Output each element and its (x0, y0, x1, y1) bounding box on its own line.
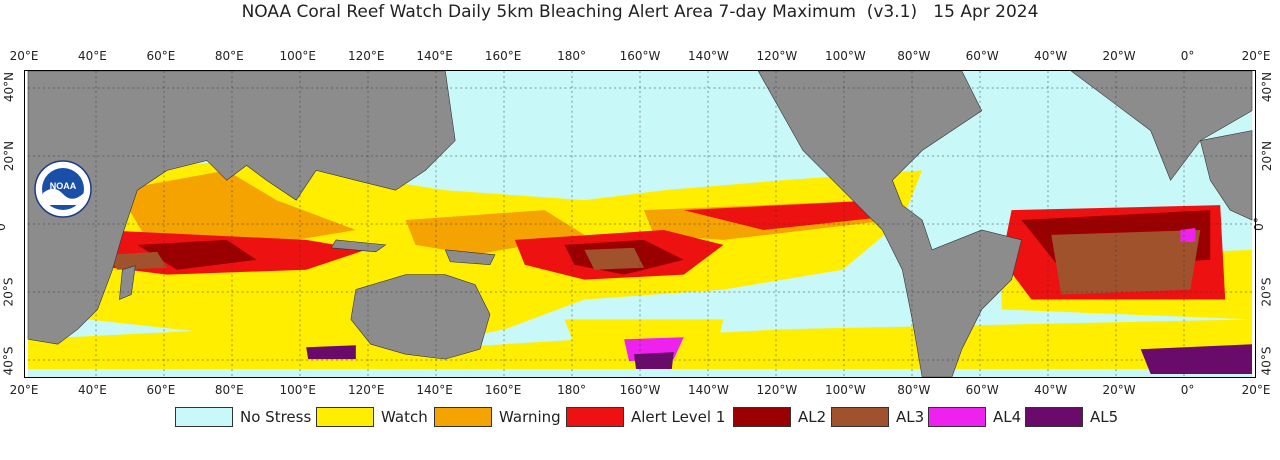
land-masses (27, 71, 1253, 377)
lat-right-tick-label: 20°N (1260, 140, 1275, 171)
lon-bottom-tick-label: 0° (1180, 383, 1195, 397)
al3-areas (107, 229, 1201, 295)
graticule (27, 71, 1252, 377)
al5-areas (306, 344, 1252, 375)
legend-swatch (928, 407, 986, 427)
lon-bottom-tick-label: 40°E (78, 383, 107, 397)
legend-label: AL5 (1090, 408, 1119, 426)
lon-top-tick-label: 100°W (824, 49, 866, 63)
lon-top-tick-label: 120°W (756, 49, 798, 63)
legend-item: No Stress (175, 406, 311, 428)
lon-top-tick-label: 20°E (9, 49, 39, 63)
lat-left-tick-label: 0° (0, 217, 8, 231)
legend-item: Warning (434, 406, 561, 428)
lon-top-tick-label: 60°E (146, 49, 176, 63)
lon-top-tick-label: 0° (1180, 49, 1195, 63)
noaa-logo-icon: NOAA (34, 160, 92, 218)
lon-bottom-tick-label: 40°W (1034, 383, 1068, 397)
lon-top-tick-label: 20°W (1102, 49, 1136, 63)
legend-item: AL5 (1025, 406, 1118, 428)
legend-swatch (175, 407, 233, 427)
lon-top-tick-label: 60°W (965, 49, 999, 63)
lon-bottom-tick-label: 160°E (484, 383, 522, 397)
legend-label: No Stress (240, 408, 312, 426)
lat-left-tick-label: 20°S (1, 277, 16, 307)
lon-top-tick-label: 140°E (416, 49, 453, 63)
legend-label: AL3 (896, 408, 925, 426)
lon-top-tick-label: 160°E (484, 49, 522, 63)
legend-swatch (566, 407, 624, 427)
lat-right-tick-label: 40°S (1259, 346, 1274, 376)
lon-bottom-tick-label: 80°E (214, 383, 244, 397)
lon-bottom-tick-label: 20°E (9, 383, 39, 397)
lon-top-tick-label: 160°W (619, 49, 661, 63)
lon-top-tick-label: 100°E (279, 49, 317, 63)
lon-bottom-tick-label: 140°E (416, 383, 453, 397)
bleaching-alert-map (24, 70, 1256, 378)
lon-bottom-tick-label: 140°W (688, 383, 729, 397)
lon-top-tick-label: 40°E (78, 49, 107, 63)
lon-bottom-tick-label: 20°E (1241, 383, 1271, 397)
legend-item: AL4 (928, 406, 1021, 428)
lon-top-tick-label: 20°E (1241, 49, 1271, 63)
legend-item: Alert Level 1 (566, 406, 725, 428)
legend-label: Alert Level 1 (631, 408, 726, 426)
legend-swatch (434, 407, 492, 427)
lon-bottom-tick-label: 60°W (965, 383, 999, 397)
legend-label: Watch (381, 408, 428, 426)
lat-left-tick-label: 40°S (1, 346, 16, 376)
lon-top-tick-label: 80°W (897, 49, 931, 63)
lon-bottom-tick-label: 80°W (897, 383, 931, 397)
map-title: NOAA Coral Reef Watch Daily 5km Bleachin… (241, 2, 1039, 22)
lon-bottom-tick-label: 120°W (756, 383, 798, 397)
legend-item: AL2 (733, 406, 826, 428)
legend-swatch (733, 407, 791, 427)
lat-right-tick-label: 20°S (1259, 277, 1274, 307)
lon-bottom-tick-label: 120°E (347, 383, 385, 397)
lon-top-tick-label: 120°E (347, 49, 385, 63)
lon-top-tick-label: 40°W (1034, 49, 1068, 63)
legend-swatch (831, 407, 889, 427)
legend-label: AL2 (798, 408, 827, 426)
legend-label: Warning (499, 408, 561, 426)
legend-swatch (316, 407, 374, 427)
legend: No Stress Watch Warning Alert Level 1 AL2 AL3… (0, 406, 1280, 428)
legend-label: AL4 (993, 408, 1022, 426)
lat-left-tick-label: 40°N (2, 71, 17, 103)
legend-item: AL3 (831, 406, 924, 428)
lat-right-tick-label: 40°N (1260, 71, 1275, 103)
lon-bottom-tick-label: 100°W (824, 383, 866, 397)
lon-top-tick-label: 180° (557, 49, 586, 63)
lon-top-tick-label: 80°E (214, 49, 244, 63)
lon-bottom-tick-label: 180° (557, 383, 586, 397)
lon-bottom-tick-label: 160°W (619, 383, 661, 397)
noaa-logo-text: NOAA (50, 181, 77, 191)
lon-bottom-tick-label: 100°E (279, 383, 317, 397)
legend-swatch (1025, 407, 1083, 427)
lon-bottom-tick-label: 20°W (1102, 383, 1136, 397)
lon-bottom-tick-label: 60°E (146, 383, 176, 397)
lat-left-tick-label: 20°N (2, 140, 17, 171)
lon-top-tick-label: 140°W (688, 49, 729, 63)
legend-item: Watch (316, 406, 428, 428)
